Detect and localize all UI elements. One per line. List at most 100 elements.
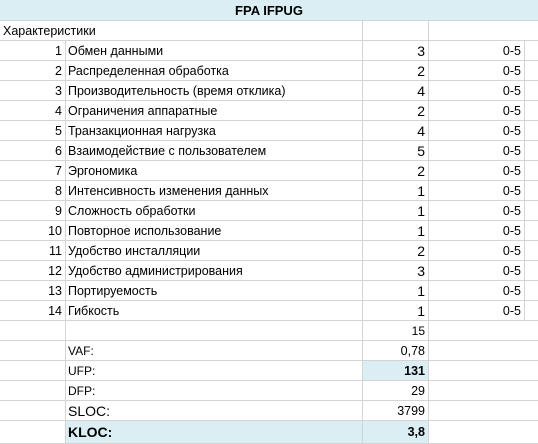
row-number[interactable]: 12 bbox=[0, 261, 66, 280]
characteristic-name[interactable]: Сложность обработки bbox=[66, 201, 363, 220]
cell-e[interactable] bbox=[525, 161, 538, 180]
characteristic-value[interactable]: 1 bbox=[363, 201, 429, 220]
cell-e[interactable] bbox=[525, 81, 538, 100]
cell-e[interactable] bbox=[525, 181, 538, 200]
cell-a[interactable] bbox=[0, 341, 66, 360]
cell-e[interactable] bbox=[525, 201, 538, 220]
cell-e[interactable] bbox=[525, 141, 538, 160]
cell-a[interactable] bbox=[0, 381, 66, 400]
cell-d[interactable] bbox=[429, 361, 538, 380]
row-number[interactable]: 3 bbox=[0, 81, 66, 100]
header-cell-c[interactable] bbox=[363, 21, 429, 40]
table-row: 7 Эргономика 2 0-5 bbox=[0, 161, 538, 181]
cell-d[interactable] bbox=[429, 381, 538, 400]
cell-d[interactable] bbox=[429, 401, 538, 420]
value-range[interactable]: 0-5 bbox=[429, 41, 525, 60]
value-range[interactable]: 0-5 bbox=[429, 81, 525, 100]
cell-e[interactable] bbox=[525, 301, 538, 320]
characteristic-value[interactable]: 3 bbox=[363, 261, 429, 280]
value-range[interactable]: 0-5 bbox=[429, 261, 525, 280]
sloc-value[interactable]: 3799 bbox=[363, 401, 429, 420]
value-range[interactable]: 0-5 bbox=[429, 121, 525, 140]
value-range[interactable]: 0-5 bbox=[429, 161, 525, 180]
characteristic-name[interactable]: Удобство администрирования bbox=[66, 261, 363, 280]
characteristic-name[interactable]: Повторное использование bbox=[66, 221, 363, 240]
sloc-label[interactable]: SLOC: bbox=[66, 401, 363, 420]
characteristic-value[interactable]: 2 bbox=[363, 61, 429, 80]
row-number[interactable]: 2 bbox=[0, 61, 66, 80]
cell-e[interactable] bbox=[525, 261, 538, 280]
characteristic-name[interactable]: Распределенная обработка bbox=[66, 61, 363, 80]
cell-a[interactable] bbox=[0, 321, 66, 340]
table-row: 2 Распределенная обработка 2 0-5 bbox=[0, 61, 538, 81]
row-number[interactable]: 6 bbox=[0, 141, 66, 160]
row-number[interactable]: 9 bbox=[0, 201, 66, 220]
row-number[interactable]: 14 bbox=[0, 301, 66, 320]
characteristic-value[interactable]: 1 bbox=[363, 301, 429, 320]
characteristic-name[interactable]: Обмен данными bbox=[66, 41, 363, 60]
cell-e[interactable] bbox=[525, 61, 538, 80]
cell-a[interactable] bbox=[0, 421, 66, 443]
characteristic-value[interactable]: 3 bbox=[363, 41, 429, 60]
row-number[interactable]: 11 bbox=[0, 241, 66, 260]
characteristic-value[interactable]: 2 bbox=[363, 161, 429, 180]
cell-e[interactable] bbox=[525, 121, 538, 140]
characteristic-name[interactable]: Ограничения аппаратные bbox=[66, 101, 363, 120]
cell-b[interactable] bbox=[66, 321, 363, 340]
cell-d[interactable] bbox=[429, 341, 538, 360]
total-value[interactable]: 15 bbox=[363, 321, 429, 340]
value-range[interactable]: 0-5 bbox=[429, 281, 525, 300]
value-range[interactable]: 0-5 bbox=[429, 201, 525, 220]
row-number[interactable]: 7 bbox=[0, 161, 66, 180]
value-range[interactable]: 0-5 bbox=[429, 101, 525, 120]
characteristic-name[interactable]: Взаимодействие с пользователем bbox=[66, 141, 363, 160]
header-label[interactable]: Характеристики bbox=[0, 21, 363, 40]
cell-d[interactable] bbox=[429, 321, 538, 340]
cell-d[interactable] bbox=[429, 421, 538, 443]
characteristic-value[interactable]: 4 bbox=[363, 81, 429, 100]
vaf-label[interactable]: VAF: bbox=[66, 341, 363, 360]
dfp-value[interactable]: 29 bbox=[363, 381, 429, 400]
characteristic-value[interactable]: 1 bbox=[363, 221, 429, 240]
value-range[interactable]: 0-5 bbox=[429, 61, 525, 80]
row-number[interactable]: 13 bbox=[0, 281, 66, 300]
characteristic-value[interactable]: 2 bbox=[363, 241, 429, 260]
row-number[interactable]: 1 bbox=[0, 41, 66, 60]
characteristic-name[interactable]: Удобство инсталляции bbox=[66, 241, 363, 260]
cell-e[interactable] bbox=[525, 41, 538, 60]
ufp-value[interactable]: 131 bbox=[363, 361, 429, 380]
characteristic-name[interactable]: Портируемость bbox=[66, 281, 363, 300]
characteristic-value[interactable]: 4 bbox=[363, 121, 429, 140]
characteristic-name[interactable]: Эргономика bbox=[66, 161, 363, 180]
characteristic-value[interactable]: 5 bbox=[363, 141, 429, 160]
cell-e[interactable] bbox=[525, 221, 538, 240]
value-range[interactable]: 0-5 bbox=[429, 181, 525, 200]
characteristic-value[interactable]: 2 bbox=[363, 101, 429, 120]
kloc-label[interactable]: KLOC: bbox=[66, 421, 363, 443]
ufp-label[interactable]: UFP: bbox=[66, 361, 363, 380]
value-range[interactable]: 0-5 bbox=[429, 301, 525, 320]
characteristic-name[interactable]: Производительность (время отклика) bbox=[66, 81, 363, 100]
value-range[interactable]: 0-5 bbox=[429, 221, 525, 240]
row-number[interactable]: 10 bbox=[0, 221, 66, 240]
characteristic-value[interactable]: 1 bbox=[363, 281, 429, 300]
cell-e[interactable] bbox=[525, 281, 538, 300]
characteristic-name[interactable]: Гибкость bbox=[66, 301, 363, 320]
row-number[interactable]: 4 bbox=[0, 101, 66, 120]
row-number[interactable]: 5 bbox=[0, 121, 66, 140]
value-range[interactable]: 0-5 bbox=[429, 141, 525, 160]
cell-e[interactable] bbox=[525, 241, 538, 260]
characteristic-name[interactable]: Транзакционная нагрузка bbox=[66, 121, 363, 140]
dfp-label[interactable]: DFP: bbox=[66, 381, 363, 400]
cell-e[interactable] bbox=[525, 101, 538, 120]
header-cell-d[interactable] bbox=[429, 21, 538, 40]
sheet-title[interactable]: FPA IFPUG bbox=[0, 0, 538, 21]
characteristic-name[interactable]: Интенсивность изменения данных bbox=[66, 181, 363, 200]
value-range[interactable]: 0-5 bbox=[429, 241, 525, 260]
row-number[interactable]: 8 bbox=[0, 181, 66, 200]
vaf-value[interactable]: 0,78 bbox=[363, 341, 429, 360]
cell-a[interactable] bbox=[0, 361, 66, 380]
cell-a[interactable] bbox=[0, 401, 66, 420]
kloc-value[interactable]: 3,8 bbox=[363, 421, 429, 443]
characteristic-value[interactable]: 1 bbox=[363, 181, 429, 200]
